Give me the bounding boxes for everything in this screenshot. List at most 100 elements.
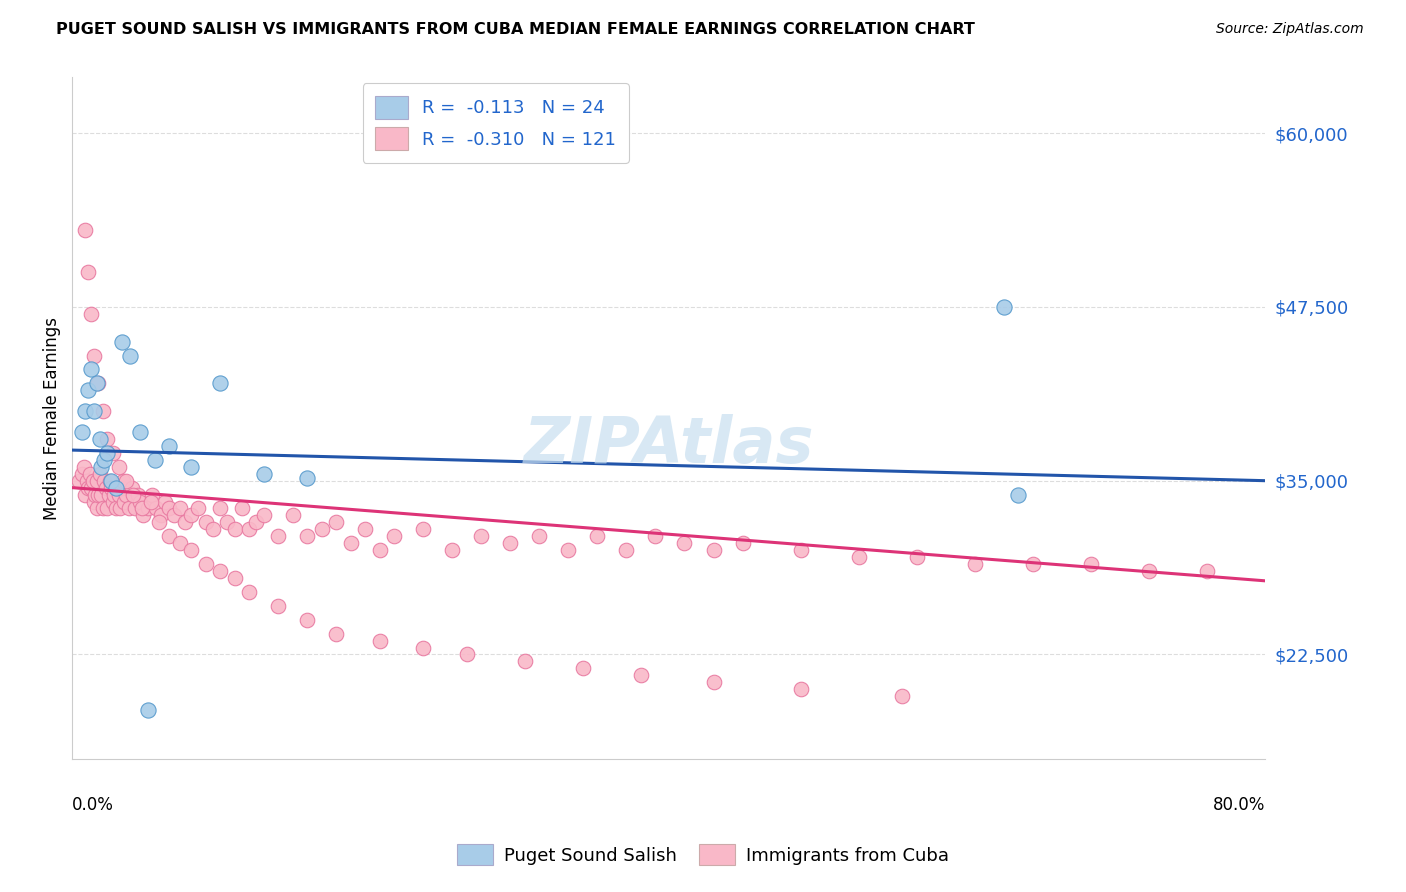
Point — [84, 487, 107, 501]
Point — [101, 494, 124, 508]
Point — [136, 501, 159, 516]
Point — [180, 508, 202, 523]
Point — [121, 481, 143, 495]
Point — [1195, 564, 1218, 578]
Point — [87, 487, 110, 501]
Point — [159, 439, 181, 453]
Point — [83, 494, 105, 508]
Text: ZIPAtlas: ZIPAtlas — [523, 415, 814, 476]
Point — [86, 501, 108, 516]
Point — [163, 508, 186, 523]
Point — [673, 536, 696, 550]
Point — [789, 543, 811, 558]
Point — [129, 494, 152, 508]
Point — [224, 522, 246, 536]
Text: PUGET SOUND SALISH VS IMMIGRANTS FROM CUBA MEDIAN FEMALE EARNINGS CORRELATION CH: PUGET SOUND SALISH VS IMMIGRANTS FROM CU… — [56, 22, 976, 37]
Point — [644, 529, 666, 543]
Point — [159, 529, 181, 543]
Point — [209, 501, 232, 516]
Point — [103, 487, 125, 501]
Point — [325, 626, 347, 640]
Point — [174, 516, 197, 530]
Point — [194, 557, 217, 571]
Point — [76, 474, 98, 488]
Point — [153, 494, 176, 508]
Point — [616, 543, 638, 558]
Text: Source: ZipAtlas.com: Source: ZipAtlas.com — [1216, 22, 1364, 37]
Point — [124, 501, 146, 516]
Point — [148, 516, 170, 530]
Point — [89, 432, 111, 446]
Point — [100, 481, 122, 495]
Point — [281, 508, 304, 523]
Point — [848, 550, 870, 565]
Point — [118, 501, 141, 516]
Point — [104, 481, 127, 495]
Point — [905, 550, 928, 565]
Point — [187, 501, 209, 516]
Point — [238, 522, 260, 536]
Point — [354, 522, 377, 536]
Point — [90, 459, 112, 474]
Point — [297, 471, 319, 485]
Point — [513, 655, 536, 669]
Point — [94, 481, 117, 495]
Point — [253, 508, 276, 523]
Point — [412, 522, 434, 536]
Point — [143, 453, 166, 467]
Point — [107, 459, 129, 474]
Point — [891, 690, 914, 704]
Point — [412, 640, 434, 655]
Point — [470, 529, 492, 543]
Point — [557, 543, 579, 558]
Point — [120, 349, 142, 363]
Point — [104, 501, 127, 516]
Point — [456, 648, 478, 662]
Point — [75, 487, 97, 501]
Point — [96, 432, 118, 446]
Point — [73, 459, 96, 474]
Point — [87, 376, 110, 391]
Point — [1137, 564, 1160, 578]
Point — [107, 487, 129, 501]
Point — [83, 404, 105, 418]
Point — [630, 668, 652, 682]
Point — [86, 474, 108, 488]
Point — [108, 501, 131, 516]
Point — [169, 501, 191, 516]
Point — [253, 467, 276, 481]
Legend: Puget Sound Salish, Immigrants from Cuba: Puget Sound Salish, Immigrants from Cuba — [450, 837, 956, 872]
Point — [267, 599, 290, 613]
Point — [789, 682, 811, 697]
Point — [368, 543, 391, 558]
Point — [499, 536, 522, 550]
Point — [80, 481, 103, 495]
Point — [441, 543, 464, 558]
Point — [69, 474, 91, 488]
Point — [82, 474, 104, 488]
Point — [111, 474, 134, 488]
Point — [115, 487, 138, 501]
Point — [731, 536, 754, 550]
Point — [91, 404, 114, 418]
Point — [963, 557, 986, 571]
Point — [267, 529, 290, 543]
Point — [993, 300, 1015, 314]
Point — [141, 487, 163, 501]
Point — [529, 529, 551, 543]
Point — [180, 543, 202, 558]
Point — [572, 661, 595, 675]
Point — [702, 675, 724, 690]
Point — [1022, 557, 1045, 571]
Point — [105, 481, 128, 495]
Point — [131, 501, 153, 516]
Point — [297, 613, 319, 627]
Point — [340, 536, 363, 550]
Point — [194, 516, 217, 530]
Point — [77, 384, 100, 398]
Point — [297, 529, 319, 543]
Point — [101, 446, 124, 460]
Point — [132, 508, 155, 523]
Point — [93, 474, 115, 488]
Point — [311, 522, 333, 536]
